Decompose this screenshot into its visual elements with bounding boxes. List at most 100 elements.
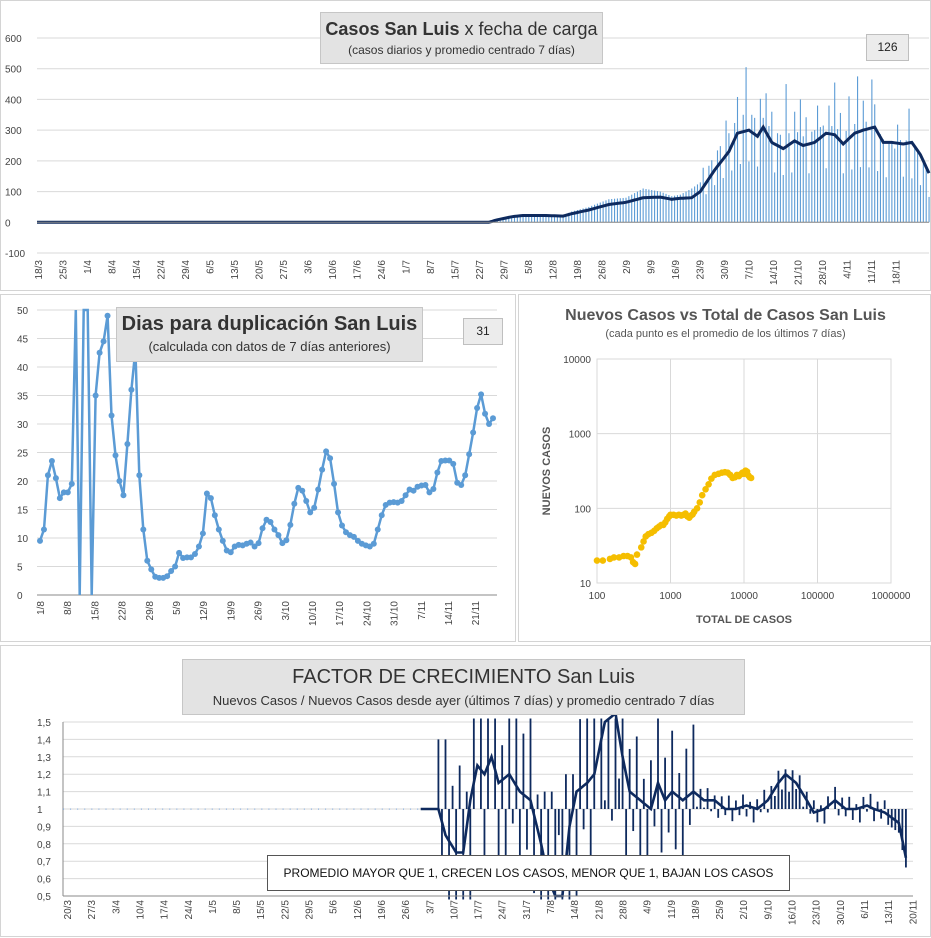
growth-x-tick-label: 25/9 — [715, 900, 726, 920]
daily-case-bar — [754, 117, 756, 223]
growth-factor-bar — [756, 799, 759, 809]
doubling-data-point — [104, 312, 111, 319]
cases-x-tick-label: 19/8 — [573, 260, 584, 280]
growth-factor-bar — [504, 809, 507, 882]
daily-case-bar — [759, 98, 761, 223]
growth-factor-bar — [738, 809, 741, 816]
growth-y-tick-label: 1,5 — [37, 718, 51, 729]
cases-x-tick-label: 12/8 — [549, 260, 560, 280]
growth-factor-bar — [657, 718, 659, 809]
daily-case-bar — [642, 188, 644, 223]
growth-factor-bar — [710, 809, 713, 812]
doubling-data-point — [108, 412, 115, 419]
doubling-data-point — [247, 539, 254, 546]
growth-factor-bar — [593, 718, 596, 809]
growth-y-tick-label: 0,9 — [37, 822, 51, 833]
growth-baseline-mark — [403, 808, 404, 810]
doubling-y-tick-label: 50 — [17, 306, 29, 317]
daily-case-bar — [616, 198, 618, 223]
doubling-y-tick-label: 10 — [17, 534, 29, 545]
growth-factor-bar — [791, 770, 794, 809]
daily-case-bar — [636, 191, 638, 223]
growth-baseline-mark — [275, 808, 277, 810]
growth-factor-bar — [671, 730, 674, 809]
scatter-data-point — [698, 491, 706, 499]
growth-factor-bar — [600, 718, 603, 809]
growth-factor-bar — [795, 788, 798, 809]
daily-case-bar — [882, 139, 884, 223]
growth-baseline-mark — [254, 808, 256, 810]
daily-case-bar — [625, 197, 627, 223]
growth-baseline-mark — [233, 808, 234, 810]
growth-baseline-mark — [155, 808, 157, 810]
cases-x-tick-label: 7/10 — [745, 260, 756, 280]
growth-factor-bar — [653, 809, 656, 827]
daily-case-bar — [611, 198, 613, 223]
growth-factor-bar — [522, 733, 525, 809]
growth-baseline-mark — [70, 808, 72, 810]
growth-baseline-mark — [204, 808, 206, 810]
growth-x-tick-label: 29/5 — [305, 900, 316, 920]
doubling-chart-subtitle: (calculada con datos de 7 días anteriore… — [148, 339, 391, 354]
growth-factor-bar — [809, 809, 812, 814]
doubling-data-point — [299, 487, 306, 494]
daily-case-bar — [771, 111, 773, 223]
doubling-x-tick-label: 8/8 — [63, 601, 74, 615]
growth-x-tick-label: 20/3 — [63, 900, 74, 920]
doubling-x-tick-label: 10/10 — [308, 601, 319, 626]
daily-case-bar — [822, 125, 824, 223]
daily-case-bar — [579, 209, 581, 223]
doubling-data-point — [40, 526, 47, 533]
growth-x-tick-label: 20/11 — [908, 900, 919, 925]
daily-case-bar — [911, 178, 913, 223]
daily-case-bar — [688, 190, 690, 223]
growth-x-tick-label: 8/5 — [232, 900, 243, 914]
growth-baseline-mark — [247, 808, 249, 810]
doubling-x-tick-label: 5/9 — [172, 601, 183, 615]
growth-factor-bar — [455, 809, 458, 900]
scatter-chart-title: Nuevos Casos vs Total de Casos San Luis — [565, 307, 886, 324]
growth-factor-bar — [837, 809, 840, 816]
scatter-x-tick-label: 100 — [589, 591, 606, 602]
doubling-data-point — [307, 509, 314, 516]
daily-case-bar — [839, 112, 841, 223]
daily-case-bar — [511, 215, 513, 223]
growth-factor-bar — [841, 797, 844, 809]
daily-case-bar — [819, 127, 821, 223]
growth-factor-bar — [618, 778, 620, 809]
doubling-data-point — [374, 526, 381, 533]
scatter-data-point — [637, 544, 645, 551]
daily-case-bar — [585, 207, 587, 223]
cases-y-tick-label: 600 — [5, 34, 22, 45]
growth-factor-bar — [727, 795, 730, 809]
growth-factor-bar — [742, 794, 744, 809]
daily-case-bar — [685, 191, 687, 223]
doubling-data-point — [52, 475, 59, 482]
cases-y-tick-label: 300 — [5, 126, 22, 137]
daily-case-bar — [582, 208, 584, 223]
scatter-chart: 100 1000 10000 100000 100000010100100010000T… — [541, 355, 911, 626]
daily-case-bar — [639, 190, 641, 223]
doubling-data-point — [172, 563, 179, 570]
growth-factor-bar — [773, 796, 776, 809]
growth-factor-bar — [851, 809, 854, 820]
doubling-data-point — [319, 466, 326, 473]
growth-x-tick-label: 4/9 — [643, 900, 654, 914]
growth-factor-bar — [674, 809, 677, 850]
scatter-y-tick-label: 10 — [580, 579, 592, 590]
cases-x-tick-label: 24/6 — [377, 260, 388, 280]
growth-factor-bar — [536, 794, 539, 809]
doubling-data-point — [311, 504, 318, 511]
cases-x-tick-label: 5/8 — [524, 260, 535, 274]
growth-factor-bar — [855, 804, 858, 809]
daily-case-bar — [748, 161, 750, 223]
growth-factor-bar — [858, 809, 861, 823]
daily-case-bar — [545, 214, 547, 223]
cases-x-tick-label: 22/7 — [475, 260, 486, 280]
daily-case-bar — [842, 173, 844, 223]
growth-baseline-mark — [353, 808, 355, 810]
growth-factor-bar — [579, 719, 581, 809]
growth-factor-bar — [451, 785, 454, 809]
cases-x-tick-label: 18/11 — [892, 260, 903, 285]
daily-case-bar — [531, 214, 533, 223]
